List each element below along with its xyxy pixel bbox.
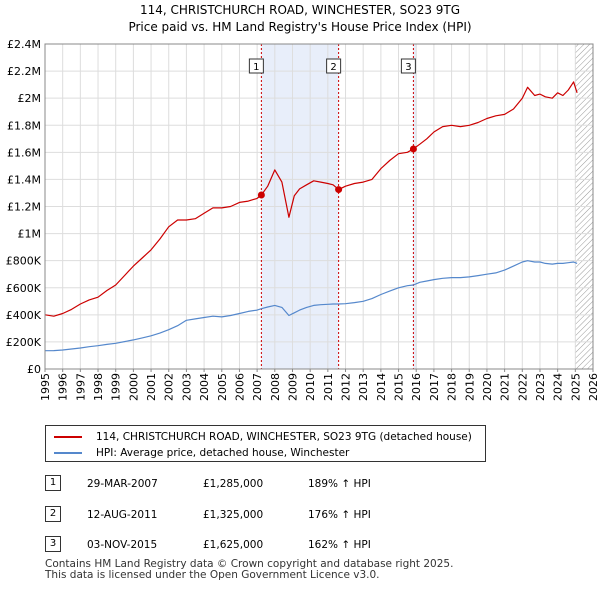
sale-badge-label: 1 [253, 62, 259, 73]
y-tick-label: £0 [27, 363, 41, 376]
gridlines [44, 43, 594, 370]
x-tick-label: 2026 [587, 373, 600, 401]
legend-label-hpi: HPI: Average price, detached house, Winc… [96, 447, 350, 459]
x-tick-label: 2000 [127, 373, 140, 401]
x-tick-label: 2008 [269, 373, 282, 401]
legend-label-property: 114, CHRISTCHURCH ROAD, WINCHESTER, SO23… [96, 431, 472, 443]
y-tick-label: £800K [6, 255, 42, 268]
sale-number-badge: 3 [45, 536, 61, 552]
x-tick-label: 2014 [375, 373, 388, 401]
plot-frame [44, 43, 594, 370]
y-tick-label: £200K [6, 336, 42, 349]
chart-title-line2: Price paid vs. HM Land Registry's House … [128, 20, 472, 34]
y-tick-label: £1.4M [7, 173, 41, 186]
sale-hpi-change: 189% ↑ HPI [308, 478, 371, 490]
y-tick-label: £2.2M [7, 65, 41, 78]
legend-swatch-hpi [54, 452, 82, 454]
x-tick-label: 2011 [322, 373, 335, 401]
y-tick-label: £600K [6, 282, 42, 295]
price-chart: £0 £200K £400K £600K £800K £1M £1.2M £1.4M £1.6M… [6, 38, 600, 401]
x-tick-label: 2006 [233, 373, 246, 401]
x-tick-label: 1995 [39, 373, 52, 401]
sale-date: 29-MAR-2007 [87, 478, 158, 490]
sale-price: £1,625,000 [203, 539, 264, 551]
x-tick-label: 2009 [286, 373, 299, 401]
footer-copyright: Contains HM Land Registry data © Crown c… [45, 558, 454, 570]
x-tick-label: 2018 [446, 373, 459, 401]
x-tick-label: 1999 [110, 373, 123, 401]
x-tick-label: 2022 [516, 373, 529, 401]
x-tick-label: 2007 [251, 373, 264, 401]
x-tick-label: 2025 [569, 373, 582, 401]
sale-point [409, 145, 417, 153]
legend: 114, CHRISTCHURCH ROAD, WINCHESTER, SO23… [45, 425, 486, 462]
sale-number-badge: 1 [45, 475, 61, 491]
x-tick-label: 1997 [74, 373, 87, 401]
legend-swatch-property [54, 436, 82, 438]
x-tick-label: 2012 [340, 373, 353, 401]
sale-point [335, 186, 343, 194]
x-tick-label: 2016 [410, 373, 423, 401]
hpi-line [45, 260, 578, 352]
chart-title-line1: 114, CHRISTCHURCH ROAD, WINCHESTER, SO23… [139, 3, 461, 17]
x-tick-label: 2021 [499, 373, 512, 401]
x-tick-label: 2024 [552, 373, 565, 401]
axes: £0 £200K £400K £600K £800K £1M £1.2M £1.4M £1.6M… [6, 38, 600, 401]
sale-date: 12-AUG-2011 [87, 509, 158, 521]
y-tick-label: £2M [18, 92, 42, 105]
y-tick-label: £1.8M [7, 119, 41, 132]
x-tick-label: 2003 [180, 373, 193, 401]
sale-badge-label: 3 [405, 62, 411, 73]
y-tick-label: £1M [18, 228, 42, 241]
series-lines [45, 81, 578, 352]
x-tick-label: 1998 [92, 373, 105, 401]
sale-row: 3 03-NOV-2015 £1,625,000 162% ↑ HPI [45, 535, 545, 555]
sale-badge-label: 2 [330, 62, 336, 73]
y-tick-label: £1.6M [7, 146, 41, 159]
sale-row: 2 12-AUG-2011 £1,325,000 176% ↑ HPI [45, 505, 545, 525]
sale-point [257, 191, 265, 199]
sale-date: 03-NOV-2015 [87, 539, 158, 551]
sale-hpi-change: 176% ↑ HPI [308, 509, 371, 521]
sale-badge-box [400, 58, 416, 74]
y-tick-label: £1.2M [7, 201, 41, 214]
x-tick-label: 2005 [216, 373, 229, 401]
y-tick-label: £400K [6, 309, 42, 322]
sale-row: 1 29-MAR-2007 £1,285,000 189% ↑ HPI [45, 474, 545, 494]
x-tick-label: 2020 [481, 373, 494, 401]
x-tick-label: 2010 [304, 373, 317, 401]
x-tick-label: 1996 [57, 373, 70, 401]
footer: Contains HM Land Registry data © Crown c… [45, 559, 453, 581]
y-tick-label: £2.4M [7, 38, 41, 51]
x-tick-label: 2015 [393, 373, 406, 401]
footer-licence: This data is licensed under the Open Gov… [45, 569, 380, 581]
x-tick-label: 2019 [463, 373, 476, 401]
x-tick-label: 2017 [428, 373, 441, 401]
sale-badge-box [326, 58, 342, 74]
sale-markers: 1 2 3 [248, 58, 417, 199]
x-tick-label: 2004 [198, 373, 211, 401]
sale-price: £1,285,000 [203, 478, 264, 490]
x-tick-label: 2013 [357, 373, 370, 401]
property-price-line [45, 81, 578, 317]
sale-badge-box [248, 58, 264, 74]
x-tick-label: 2023 [534, 373, 547, 401]
x-tick-label: 2001 [145, 373, 158, 401]
chart-title: 114, CHRISTCHURCH ROAD, WINCHESTER, SO23… [0, 2, 600, 36]
sale-hpi-change: 162% ↑ HPI [308, 539, 371, 551]
sale-number-badge: 2 [45, 506, 61, 522]
sale-price: £1,325,000 [203, 509, 264, 521]
x-tick-label: 2002 [163, 373, 176, 401]
